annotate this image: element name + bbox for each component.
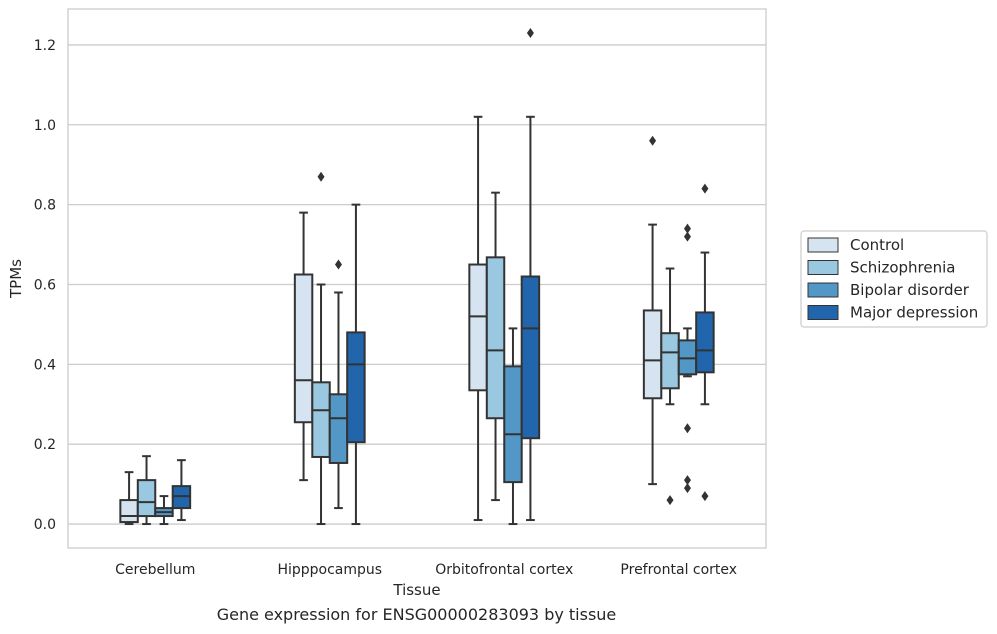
figure-caption: Gene expression for ENSG00000283093 by t… — [216, 605, 617, 624]
box — [503, 365, 523, 484]
y-tick-label: 1.2 — [34, 38, 56, 54]
outlier-point — [683, 475, 691, 486]
outlier-point — [317, 171, 325, 182]
box-plot — [311, 171, 331, 526]
legend-label: Schizophrenia — [850, 259, 955, 277]
legend-swatch — [807, 260, 839, 275]
outlier-point — [683, 483, 691, 494]
outlier-point — [526, 27, 534, 38]
box — [346, 331, 366, 444]
legend-label: Control — [850, 236, 904, 254]
legend: Control Schizophrenia Bipolar disorder Majo… — [800, 230, 988, 328]
x-axis-label: Tissue — [392, 581, 440, 599]
box — [485, 256, 506, 420]
box-plot — [695, 183, 715, 502]
box-plot — [503, 327, 523, 526]
outlier-point — [666, 495, 674, 506]
legend-frame — [800, 230, 988, 328]
legend-label: Bipolar disorder — [850, 281, 970, 299]
box-plot — [520, 27, 541, 522]
y-tick-label: 0.2 — [34, 437, 56, 453]
outlier-point — [683, 223, 691, 234]
y-tick-label: 0.6 — [34, 277, 56, 293]
box-plot — [136, 455, 157, 526]
x-tick-label: Orbitofrontal cortex — [435, 562, 573, 578]
box-plot — [293, 211, 314, 482]
y-tick-label: 0.4 — [34, 357, 56, 373]
outlier-point — [683, 231, 691, 242]
grid-lines — [68, 44, 766, 525]
box-plot — [660, 267, 680, 506]
box-plots — [119, 27, 715, 526]
box — [660, 332, 680, 390]
box — [642, 309, 663, 400]
outlier-point — [683, 423, 691, 434]
box — [695, 311, 715, 374]
box — [520, 275, 541, 440]
box-plot — [328, 259, 349, 510]
outlier-point — [701, 491, 709, 502]
y-tick-label: 0.8 — [34, 198, 56, 214]
box-plot — [171, 459, 192, 522]
outlier-point — [334, 259, 342, 270]
y-tick-label: 1.0 — [34, 118, 56, 134]
box-plot — [154, 495, 174, 526]
box — [119, 499, 139, 524]
box — [328, 393, 349, 464]
box-plot — [677, 223, 698, 494]
y-axis-label: TPMs — [7, 259, 25, 299]
box — [468, 263, 488, 392]
box — [136, 479, 157, 518]
box-plot — [346, 203, 366, 526]
box — [293, 273, 314, 424]
legend-swatch — [807, 282, 839, 298]
legend-label: Major depression — [850, 304, 978, 322]
y-tick-labels: 0.0 0.2 0.4 0.6 0.8 1.0 1.2 — [34, 38, 56, 533]
outlier-point — [701, 183, 709, 194]
box-plot — [119, 471, 139, 526]
x-tick-label: Hipppocampus — [277, 562, 382, 578]
box — [311, 381, 331, 458]
box-plot — [642, 135, 663, 486]
box-plot — [485, 191, 506, 502]
box-plot — [468, 115, 488, 522]
x-tick-labels: Cerebellum Hipppocampus Orbitofrontal cort… — [115, 562, 737, 578]
y-tick-label: 0.0 — [34, 517, 56, 533]
x-tick-label: Cerebellum — [115, 562, 195, 578]
x-tick-label: Prefrontal cortex — [620, 562, 737, 578]
legend-swatch — [807, 305, 839, 320]
plot-frame — [67, 8, 767, 549]
outlier-point — [649, 135, 657, 146]
legend-swatch — [807, 237, 839, 253]
